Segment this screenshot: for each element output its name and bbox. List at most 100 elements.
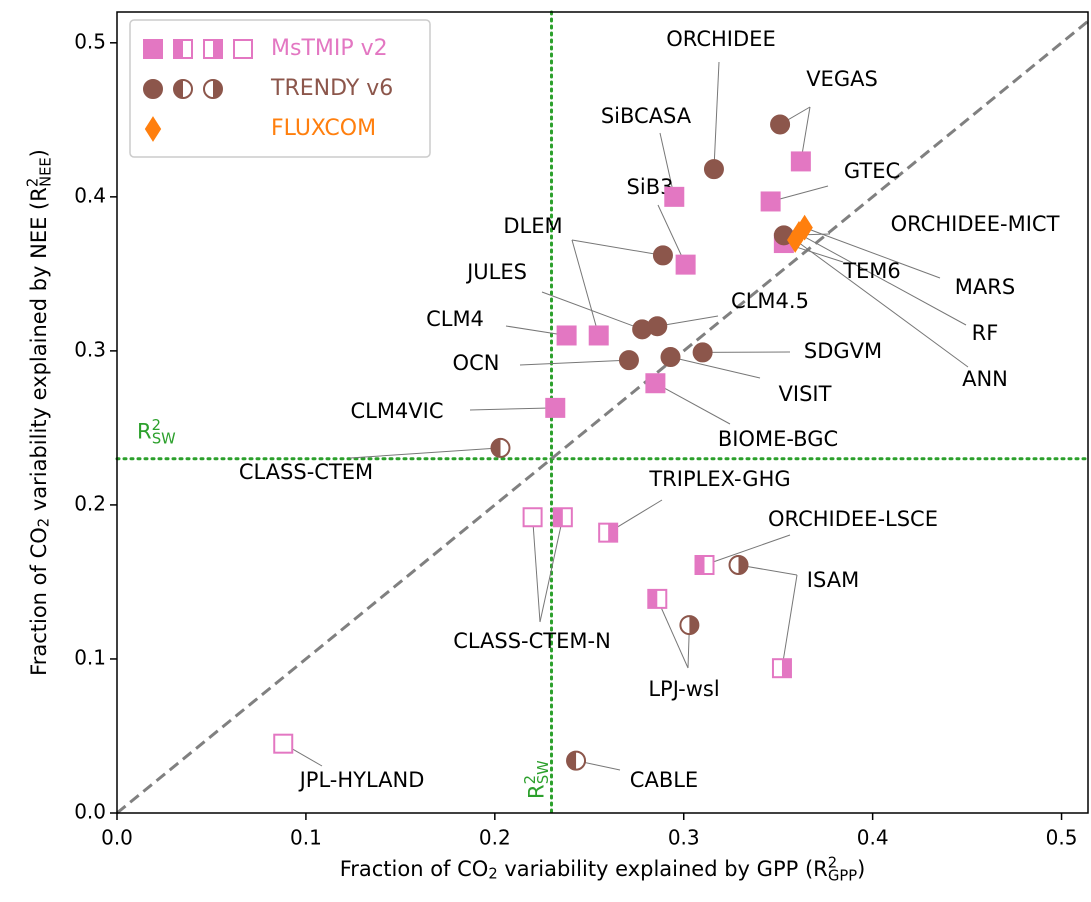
point-label: VEGAS: [806, 67, 878, 91]
data-point: [652, 245, 673, 266]
point-label: CLM4: [426, 307, 484, 331]
data-point: [273, 733, 294, 754]
point-label: ISAM: [807, 568, 859, 592]
marker-shape: [143, 39, 163, 59]
data-point: [679, 615, 700, 636]
point-label: SDGVM: [804, 339, 882, 363]
marker-shape: [144, 116, 162, 142]
text-part: SW: [152, 430, 176, 447]
y-tick-label: 0.5: [74, 29, 106, 53]
data-point: [490, 437, 511, 458]
marker-shape: [692, 342, 713, 363]
data-point: [645, 373, 666, 394]
text-part: R: [813, 857, 828, 881]
leader-line: [659, 132, 675, 197]
marker-shape: [273, 733, 294, 754]
x-tick-label: 0.0: [101, 826, 133, 850]
text-part: 2: [24, 178, 41, 187]
y-tick-label: 0.3: [74, 337, 106, 361]
point-label: CABLE: [630, 768, 698, 792]
marker-shape: [556, 325, 577, 346]
x-tick-label: 0.4: [857, 826, 889, 850]
data-point: [664, 186, 685, 207]
leader-line: [539, 517, 564, 623]
marker-shape: [647, 316, 668, 337]
text-part: Fraction of CO: [27, 527, 51, 676]
y-tick-label: 0.2: [74, 491, 106, 515]
data-point: [787, 227, 804, 253]
marker-half: [213, 40, 222, 58]
data-point: [618, 350, 639, 371]
text-part: variability explained by NEE (: [27, 202, 51, 518]
point-label: GTEC: [844, 159, 900, 183]
marker-shape: [703, 159, 724, 180]
marker-shape: [233, 39, 253, 59]
data-point: [566, 750, 587, 771]
legend-label: TRENDY v6: [270, 76, 393, 101]
point-label: OCN: [453, 351, 500, 375]
leader-line: [655, 382, 731, 425]
data-point: [522, 507, 543, 528]
marker-shape: [645, 373, 666, 394]
data-point: [760, 191, 781, 212]
legend-label: MsTMIP v2: [271, 36, 388, 61]
point-label: JULES: [465, 260, 527, 284]
marker-shape: [545, 397, 566, 418]
data-point: [675, 254, 696, 275]
data-point: [692, 342, 713, 363]
data-point: [545, 397, 566, 418]
marker-half: [608, 523, 618, 542]
leader-line: [656, 598, 689, 669]
point-label: RF: [972, 321, 999, 345]
data-point: [598, 522, 619, 543]
data-point: [770, 114, 791, 135]
marker-half: [695, 555, 705, 574]
marker-half: [553, 508, 563, 527]
marker-half: [738, 555, 748, 574]
data-point: [588, 325, 609, 346]
marker-shape: [143, 79, 163, 99]
leader-line: [505, 325, 567, 336]
marker-shape: [618, 350, 639, 371]
point-label: ORCHIDEE: [666, 27, 775, 51]
marker-half: [174, 40, 183, 58]
text-part: 2: [522, 775, 539, 784]
point-label: DLEM: [503, 214, 562, 238]
point-label: MARS: [955, 275, 1015, 299]
leader-line: [349, 447, 501, 459]
threshold-label: R2SW: [522, 760, 552, 799]
text-part: 2: [828, 854, 837, 871]
plot-frame: [116, 11, 1089, 814]
leader-line: [804, 227, 941, 279]
y-tick-label: 0.1: [74, 645, 106, 669]
text-part: SW: [535, 760, 552, 784]
point-label: CLASS-CTEM: [239, 460, 373, 484]
marker-shape: [522, 507, 543, 528]
text-part: ): [857, 857, 865, 881]
point-label: ANN: [962, 367, 1008, 391]
text-part: variability explained by GPP (: [498, 857, 813, 881]
data-point: [694, 554, 715, 575]
text-part: 2: [152, 417, 161, 434]
marker-half: [648, 589, 658, 608]
point-label: SiBCASA: [601, 104, 692, 128]
marker-shape: [790, 151, 811, 172]
leader-line: [469, 407, 556, 411]
leader-line: [571, 239, 664, 256]
text-part: NEE: [38, 157, 55, 187]
point-label: JPL-HYLAND: [298, 768, 425, 792]
point-label: ORCHIDEE-LSCE: [768, 507, 938, 531]
point-label: BIOME-BGC: [718, 427, 838, 451]
point-label: CLASS-CTEM-N: [453, 629, 611, 653]
text-part: R: [27, 187, 51, 202]
one-to-one-line: [116, 20, 1089, 815]
data-point: [660, 347, 681, 368]
point-label: LPJ-wsl: [648, 677, 719, 701]
data-point: [790, 151, 811, 172]
data-point: [552, 507, 573, 528]
text-part: 2: [488, 865, 497, 882]
point-label: CLM4VIC: [350, 399, 443, 423]
text-part: 2: [35, 518, 52, 527]
